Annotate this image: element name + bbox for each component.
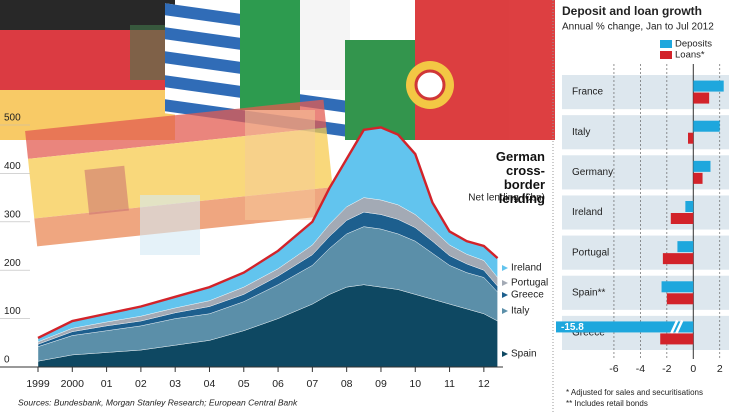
category-label: Italy xyxy=(572,127,590,138)
bar xyxy=(693,80,724,92)
category-label: Germany xyxy=(572,167,613,178)
category-label: Spain** xyxy=(572,287,605,298)
chart-title: German cross-border lending xyxy=(495,149,545,206)
x-tick-label: 12 xyxy=(478,378,490,390)
category-label: Greece xyxy=(572,328,605,339)
x-tick-label: 01 xyxy=(101,378,113,390)
row-band xyxy=(562,195,729,230)
legend-label: Spain xyxy=(511,349,537,360)
y-tick-label: 100 xyxy=(4,306,21,317)
x-tick-label: 02 xyxy=(135,378,147,390)
legend-label: Greece xyxy=(511,290,544,301)
legend-marker xyxy=(502,265,508,271)
bar xyxy=(660,333,694,345)
x-tick-label: 2 xyxy=(717,363,723,375)
bar-chart: France Italy Germany Ireland Portugal Spain**… xyxy=(556,39,729,375)
flag-background xyxy=(0,0,555,255)
x-tick-label: 04 xyxy=(204,378,216,390)
legend-swatch xyxy=(660,51,672,59)
legend-label: Loans* xyxy=(675,50,705,61)
y-tick-label: 0 xyxy=(4,355,10,366)
subtitle: Annual % change, Jan to Jul 2012 xyxy=(562,22,714,33)
x-tick-label: 10 xyxy=(409,378,421,390)
bar-break xyxy=(670,319,684,334)
category-label: Ireland xyxy=(572,207,603,218)
legend-label: Ireland xyxy=(511,263,542,274)
bar xyxy=(666,293,694,305)
x-tick-label: -2 xyxy=(662,363,671,375)
area-chart: 0 100 200 300 400 500 1999 2000 01 02 03 04 05 06 07 08… xyxy=(0,113,548,390)
y-tick-label: 200 xyxy=(4,258,21,269)
subtitle: Net lending (€bn) xyxy=(468,193,545,204)
bar xyxy=(693,92,710,104)
legend-marker xyxy=(502,292,508,298)
bar xyxy=(556,321,694,333)
y-tick-label: 400 xyxy=(4,161,21,172)
legend-marker xyxy=(502,308,508,314)
footnote: * Adjusted for sales and securitisations xyxy=(566,388,703,397)
x-tick-label: -4 xyxy=(636,363,645,375)
legend-label: Portugal xyxy=(511,278,548,289)
legend-marker xyxy=(502,280,508,286)
x-tick-label: 11 xyxy=(444,378,455,390)
bar xyxy=(693,120,720,132)
title: Deposit and loan growth xyxy=(562,4,702,18)
legend-marker xyxy=(502,351,508,357)
bar xyxy=(693,172,703,184)
bar xyxy=(677,241,694,253)
x-tick-label: -6 xyxy=(609,363,618,375)
row-band xyxy=(562,235,729,270)
x-tick-label: 2000 xyxy=(61,378,85,390)
legend-swatch xyxy=(660,40,672,48)
x-tick-label: 07 xyxy=(307,378,319,390)
x-tick-label: 06 xyxy=(272,378,284,390)
category-label: Portugal xyxy=(572,247,609,258)
bar xyxy=(661,281,694,293)
x-tick-label: 0 xyxy=(690,363,696,375)
row-band xyxy=(562,275,729,310)
bar xyxy=(662,253,694,265)
total-outline xyxy=(37,126,499,340)
value-label: -15.8 xyxy=(561,322,584,333)
bar xyxy=(688,132,694,144)
source: Sources: Bundesbank, Morgan Stanley Rese… xyxy=(18,397,298,407)
bar xyxy=(670,213,694,224)
y-tick-label: 300 xyxy=(4,209,21,220)
x-tick-label: 05 xyxy=(238,378,250,390)
bar xyxy=(685,201,694,212)
legend-label: Italy xyxy=(511,306,529,317)
y-tick-label: 500 xyxy=(4,113,21,124)
category-label: France xyxy=(572,87,604,98)
legend-label: Deposits xyxy=(675,39,712,50)
x-tick-label: 08 xyxy=(341,378,353,390)
bar xyxy=(693,160,711,172)
x-tick-label: 1999 xyxy=(26,378,50,390)
x-tick-label: 03 xyxy=(169,378,181,390)
x-tick-label: 09 xyxy=(375,378,387,390)
footnote: ** Includes retail bonds xyxy=(566,399,648,408)
